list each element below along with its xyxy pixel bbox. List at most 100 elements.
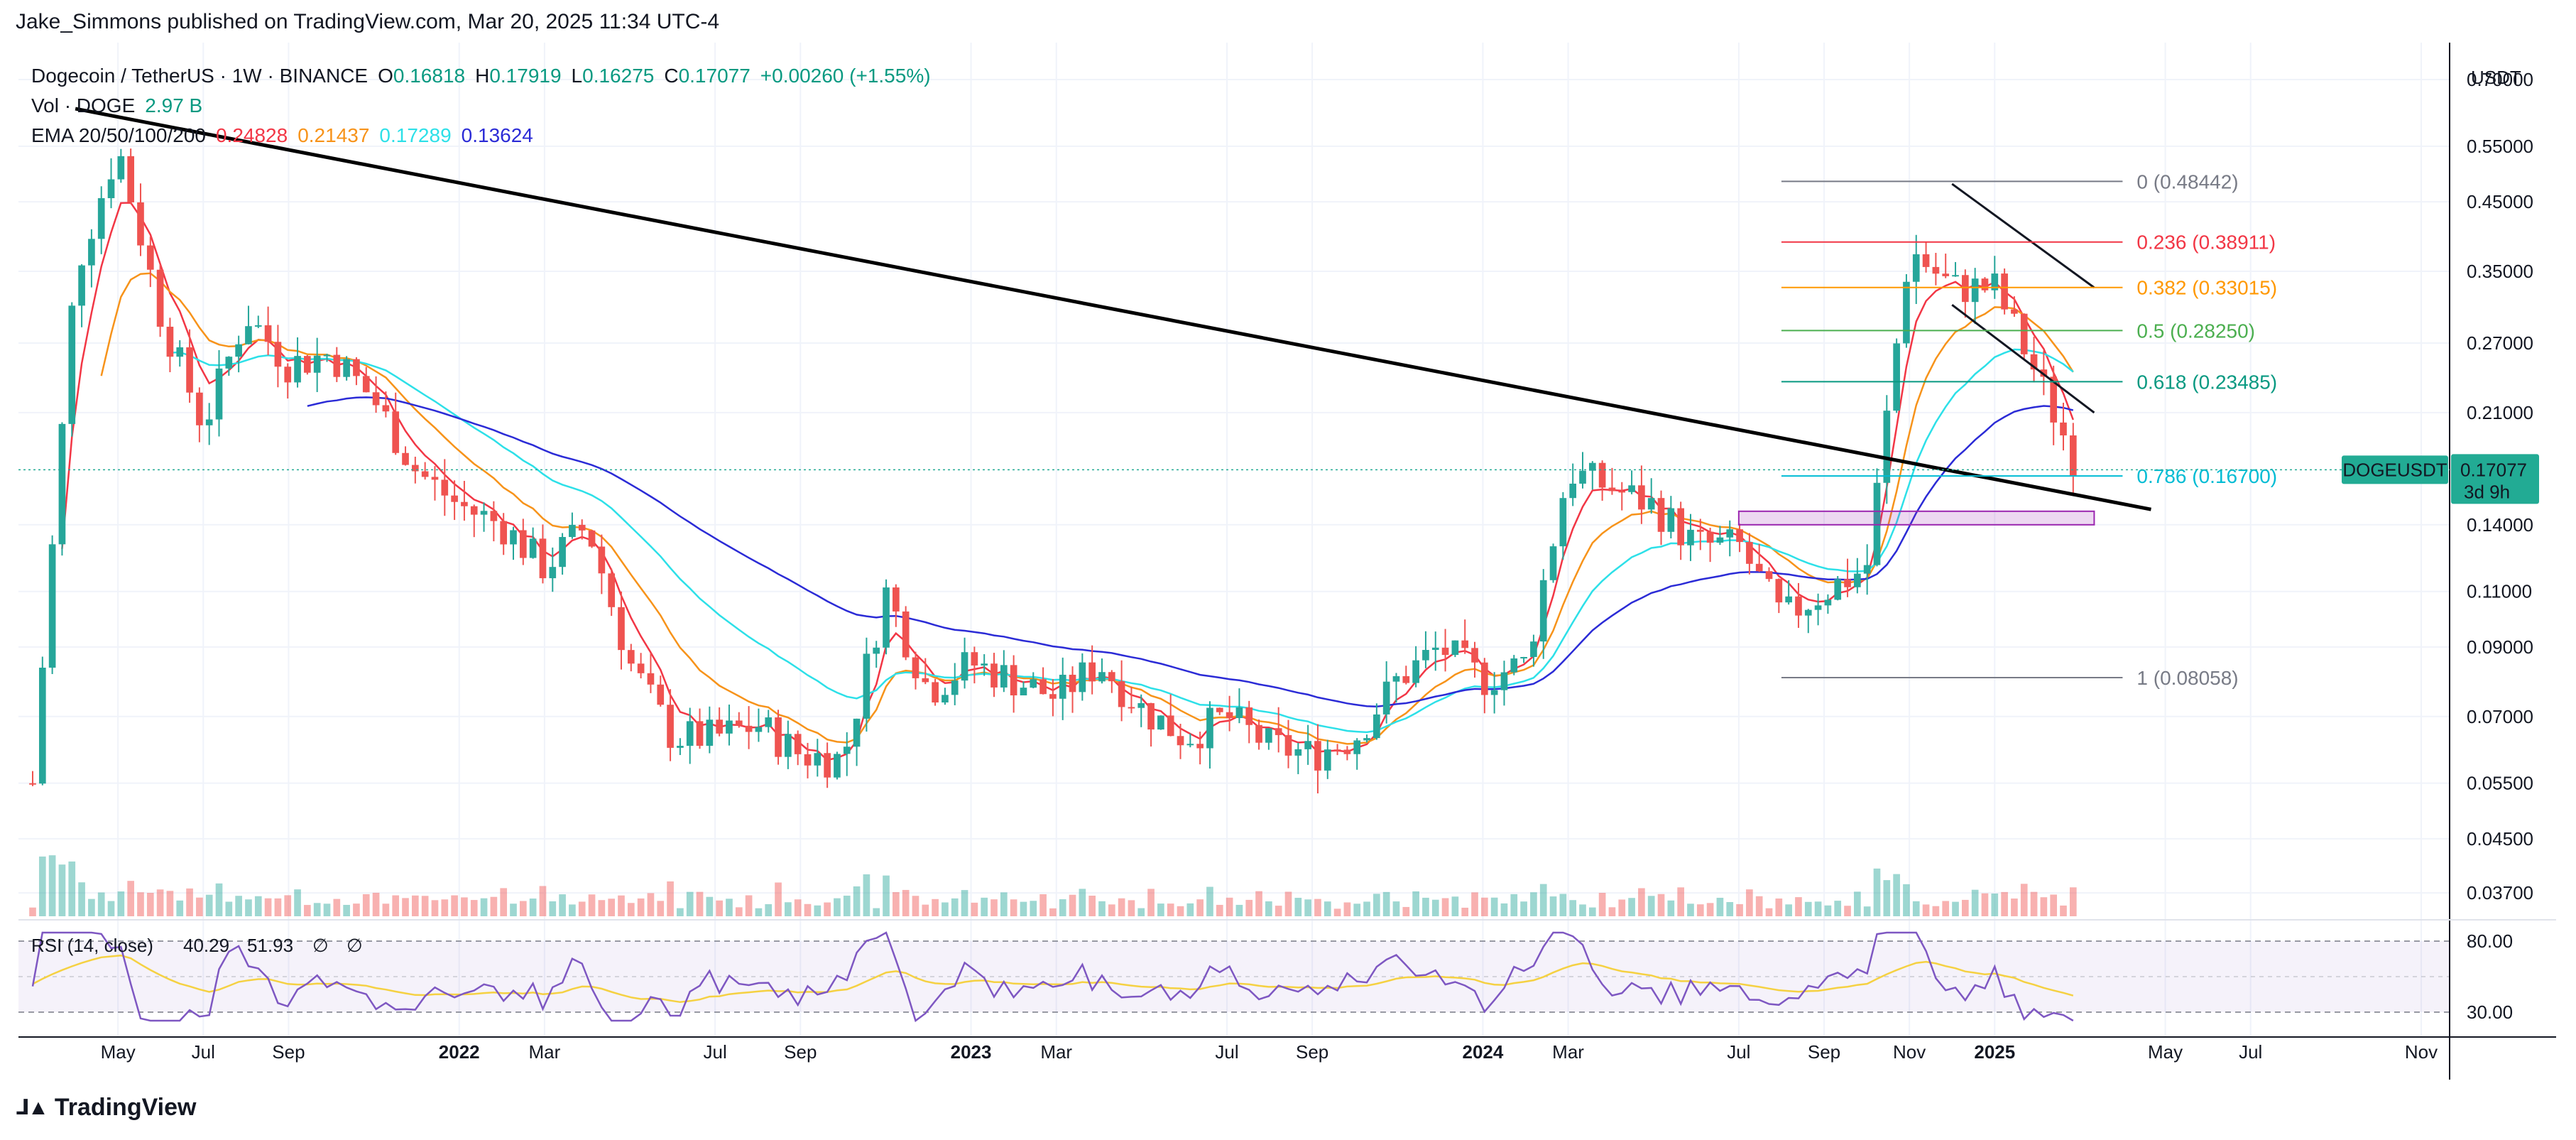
volume-bar [333, 899, 341, 916]
close-value: 0.17077 [678, 65, 751, 87]
volume-bar [1304, 899, 1311, 916]
time-tick-label: May [101, 1041, 136, 1063]
volume-bar [1314, 899, 1321, 916]
candle-body [942, 695, 949, 702]
candle-body [1677, 508, 1684, 545]
ema-label[interactable]: EMA 20/50/100/200 [31, 124, 206, 146]
candle-body [412, 465, 419, 472]
candle-body [1079, 662, 1086, 693]
symbol-name[interactable]: Dogecoin / TetherUS · 1W · BINANCE [31, 65, 369, 87]
rsi-ma-line [32, 954, 2074, 1004]
volume-bar [1755, 896, 1763, 916]
volume-bar [1353, 903, 1361, 916]
candle-body [1657, 498, 1665, 532]
candle-body [78, 265, 85, 306]
volume-bar [647, 893, 655, 916]
candle-body [1696, 529, 1704, 532]
candle-body [284, 367, 292, 383]
volume-bar [254, 896, 262, 916]
volume-bar [735, 907, 743, 916]
tradingview-logo[interactable]: ⅃▲ TradingView [16, 1094, 196, 1122]
candle-body [1991, 273, 1999, 291]
currency-label: USDT [2471, 67, 2521, 88]
candle-body [1353, 740, 1361, 754]
change-value: +0.00260 (+1.55%) [760, 65, 931, 87]
volume-bar [78, 882, 85, 916]
candle-body [893, 587, 900, 612]
volume-bar [88, 899, 95, 916]
volume-bar [2040, 897, 2048, 916]
volume-bar [1216, 904, 1223, 916]
candle-body [677, 746, 684, 748]
candle-body [1373, 714, 1380, 739]
price-tick-label: 0.45000 [2467, 191, 2533, 212]
candle-body [1235, 707, 1243, 718]
candle-body [1118, 681, 1125, 707]
volume-bar [107, 901, 115, 916]
volume-bar [1422, 897, 1429, 916]
volume-bar [1883, 880, 1891, 916]
volume-label[interactable]: Vol · DOGE [31, 94, 136, 116]
candle-body [1844, 579, 1851, 587]
volume-bar [1079, 889, 1086, 916]
volume-bar [608, 899, 616, 916]
time-tick-label: Jul [1727, 1041, 1750, 1063]
ema-20-value: 0.24828 [215, 124, 288, 146]
ema-line [61, 202, 2074, 761]
volume-bar [2020, 884, 2028, 916]
volume-bar [1382, 891, 1390, 916]
volume-bar [942, 902, 949, 916]
candle-body [529, 538, 537, 558]
volume-bar [146, 892, 154, 916]
volume-bar [392, 895, 400, 916]
volume-bar [38, 856, 46, 916]
volume-bar [863, 874, 871, 916]
rsi-pane: RSI (14, close) 40.29 51.93 ∅ ∅ [18, 931, 2450, 1023]
candle-body [1363, 738, 1370, 741]
candle-body [539, 538, 547, 579]
candle-body [1343, 749, 1351, 754]
volume-bar [1343, 902, 1351, 916]
volume-bar [902, 889, 910, 916]
ema-line [100, 272, 2074, 745]
volume-bar [97, 892, 105, 916]
candle-body [1981, 278, 1989, 291]
fib-level-label: 0.382 (0.33015) [2136, 277, 2277, 299]
volume-bar [284, 895, 292, 916]
volume-bar [353, 903, 360, 916]
volume-bar [1530, 892, 1537, 916]
volume-bar [951, 898, 959, 916]
volume-bar [1402, 906, 1410, 916]
time-tick-label: 2024 [1463, 1041, 1504, 1063]
candle-body [38, 668, 46, 784]
candle-body [1098, 672, 1106, 682]
candle-body [1177, 736, 1184, 746]
time-tick-label: Jul [704, 1041, 727, 1063]
candle-body [88, 239, 95, 266]
candle-body [971, 652, 978, 666]
candle-body [323, 354, 331, 357]
rsi-extra-1: ∅ [312, 935, 329, 956]
volume-bar [1559, 894, 1567, 916]
volume-bar [1912, 901, 1920, 916]
volume-bar [549, 901, 557, 916]
volume-bar [1520, 901, 1527, 916]
candle-body [902, 611, 910, 658]
candle-body [1638, 485, 1645, 510]
candle-body [117, 156, 125, 180]
volume-bar [981, 897, 988, 916]
candle-body [745, 725, 753, 732]
volume-bar [706, 896, 714, 916]
volume-bar [470, 900, 478, 916]
candle-body [146, 245, 154, 270]
volume-bar [1206, 886, 1213, 916]
volume-bar [598, 900, 606, 916]
volume-bar [1588, 907, 1596, 916]
volume-bar [1196, 899, 1204, 916]
volume-bar [686, 891, 694, 916]
fib-level-label: 0.618 (0.23485) [2136, 371, 2277, 393]
candle-body [451, 495, 458, 502]
candle-body [765, 717, 773, 727]
volume-bar [412, 895, 419, 916]
